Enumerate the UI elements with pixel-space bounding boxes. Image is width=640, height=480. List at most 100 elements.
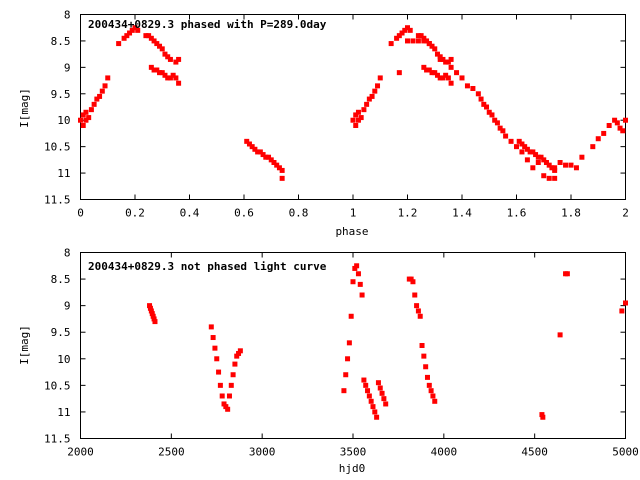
x-tick-label-unphased: 4500 [521, 446, 548, 459]
data-point-phased [148, 35, 154, 41]
data-point-unphased [383, 401, 389, 407]
data-point-phased [246, 141, 252, 147]
data-point-phased [358, 115, 364, 121]
data-point-unphased [341, 388, 347, 394]
x-tick-label-phased: 1 [350, 207, 357, 220]
data-point-unphased [372, 409, 378, 415]
y-tick-label-unphased: 9.5 [51, 326, 71, 339]
data-point-phased [361, 107, 367, 113]
data-point-phased [405, 38, 410, 44]
y-tick-label-unphased: 9 [64, 300, 71, 313]
data-point-unphased [377, 385, 383, 391]
data-point-phased [105, 75, 111, 81]
data-point-phased [260, 152, 266, 158]
data-point-phased [353, 123, 359, 128]
data-point-phased [279, 167, 285, 173]
x-tick-label-unphased: 2000 [67, 446, 94, 459]
data-point-phased [80, 123, 86, 128]
data-point-phased [522, 144, 528, 150]
data-point-phased [421, 64, 427, 70]
x-tick-label-phased: 1.6 [507, 207, 527, 220]
x-tick-label-phased: 0 [77, 207, 84, 220]
x-tick-label-unphased: 3000 [249, 446, 276, 459]
x-tick-label-phased: 0.8 [289, 207, 309, 220]
data-point-phased [590, 144, 596, 150]
data-point-phased [102, 83, 108, 89]
data-point-phased [484, 104, 490, 110]
data-point-phased [83, 109, 89, 115]
data-point-unphased [232, 361, 238, 367]
y-tick-label-unphased: 11.5 [44, 433, 71, 446]
data-point-phased [557, 160, 563, 165]
data-point-unphased [359, 292, 365, 298]
data-point-phased [514, 144, 519, 150]
data-point-unphased [348, 313, 354, 319]
data-point-phased [97, 93, 103, 99]
data-point-unphased [357, 281, 363, 287]
data-point-phased [276, 165, 282, 171]
data-point-phased [623, 117, 628, 123]
data-point-phased [396, 70, 402, 76]
data-point-unphased [354, 263, 360, 269]
y-tick-label-phased: 9.5 [51, 88, 71, 101]
data-point-phased [157, 43, 163, 49]
data-point-phased [268, 157, 274, 163]
y-tick-label-unphased: 10.5 [44, 379, 71, 392]
data-point-phased [407, 27, 413, 33]
data-point-phased [80, 112, 86, 118]
y-tick-label-phased: 8.5 [51, 35, 71, 48]
data-point-phased [497, 125, 503, 131]
x-tick-label-phased: 0.4 [180, 207, 200, 220]
y-tick-label-unphased: 11 [57, 406, 70, 419]
x-axis-label-phased: phase [335, 225, 368, 238]
data-point-phased [86, 115, 92, 121]
data-point-phased [162, 72, 168, 78]
data-point-unphased [150, 313, 156, 319]
data-point-phased [165, 54, 171, 60]
data-point-unphased [355, 271, 361, 277]
data-point-phased [99, 88, 105, 94]
data-point-phased [568, 162, 574, 168]
x-tick-label-unphased: 5000 [612, 446, 639, 459]
data-point-phased [448, 80, 454, 86]
data-point-phased [459, 75, 465, 81]
data-point-phased [165, 75, 171, 81]
data-point-phased [533, 152, 539, 158]
data-point-unphased [152, 319, 158, 325]
data-point-phased [116, 41, 122, 47]
data-point-phased [121, 35, 127, 41]
data-point-phased [601, 130, 607, 136]
data-point-phased [552, 165, 558, 171]
data-point-unphased [417, 313, 423, 319]
data-point-phased [524, 146, 530, 152]
data-point-phased [500, 128, 506, 134]
data-point-phased [369, 93, 375, 99]
data-point-phased [366, 96, 372, 102]
data-point-phased [159, 46, 165, 52]
data-point-phased [244, 138, 250, 144]
x-tick-label-unphased: 4000 [431, 446, 458, 459]
data-point-phased [402, 27, 408, 33]
data-point-phased [162, 51, 168, 57]
chart-title-phased: 200434+0829.3 phased with P=289.0day [88, 18, 327, 31]
data-point-phased [143, 33, 149, 39]
data-point-phased [432, 46, 438, 52]
data-point-unphased [426, 382, 432, 388]
data-point-phased [396, 33, 402, 39]
data-point-phased [83, 117, 89, 123]
data-point-phased [129, 27, 135, 33]
data-point-phased [614, 120, 620, 126]
data-point-phased [424, 67, 430, 73]
data-point-phased [434, 72, 440, 78]
data-point-phased [524, 157, 530, 163]
data-point-phased [434, 51, 440, 57]
data-point-unphased [368, 398, 374, 404]
data-point-phased [440, 56, 446, 62]
plot-frame-phased [80, 14, 626, 200]
data-point-phased [135, 27, 141, 33]
data-point-phased [364, 101, 370, 107]
data-point-phased [263, 154, 269, 160]
data-point-phased [448, 56, 454, 62]
data-point-phased [486, 109, 492, 115]
data-point-phased [154, 41, 160, 47]
